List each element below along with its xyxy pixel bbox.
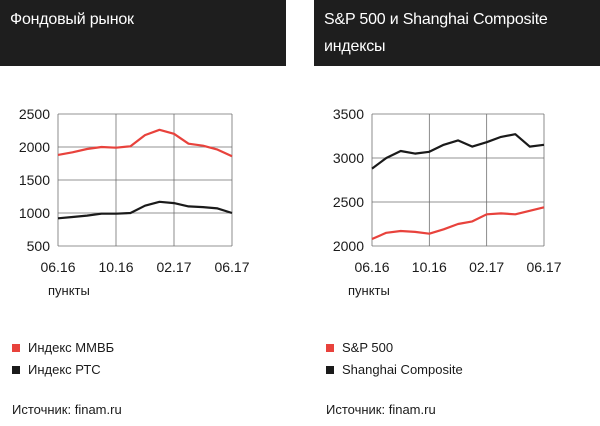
y-tick-label: 2000: [19, 139, 50, 155]
legend-swatch: [326, 366, 334, 374]
x-tick-label: 10.16: [412, 259, 447, 275]
legend-item-rts: Индекс РТС: [12, 361, 114, 383]
panel-stock-market: Фондовый рынок 2500 2000 1500 1000 500 06.16 1…: [0, 0, 286, 426]
legend-label: Shanghai Composite: [342, 362, 463, 377]
legend-swatch: [12, 366, 20, 374]
unit-label: пункты: [348, 283, 390, 298]
chart-stock-market: 2500 2000 1500 1000 500 06.16 10.16 02.17 06.17: [0, 96, 286, 306]
legend-item-shanghai: Shanghai Composite: [326, 361, 463, 383]
legend: Индекс ММВБ Индекс РТС: [12, 339, 114, 383]
series-line-black: [57, 200, 233, 220]
x-tick-label: 06.16: [40, 259, 75, 275]
y-tick-label: 1500: [19, 172, 50, 188]
y-tick-label: 2000: [333, 238, 364, 254]
source-note: Источник: finam.ru: [12, 402, 122, 417]
series-line-black: [371, 133, 545, 170]
chart-svg: 2500 2000 1500 1000 500 06.16 10.16 02.17 06.17: [19, 106, 250, 275]
x-tick-label: 10.16: [98, 259, 133, 275]
legend-label: Индекс РТС: [28, 362, 101, 377]
series-line-red: [57, 128, 233, 158]
legend-swatch: [12, 344, 20, 352]
unit-label: пункты: [48, 283, 90, 298]
x-tick-label: 06.17: [214, 259, 249, 275]
y-tick-label: 1000: [19, 205, 50, 221]
chart-sp500-shanghai: 3500 3000 2500 2000 06.16 10.16 02.17 06.17: [314, 96, 600, 306]
panel-title: S&P 500 и Shanghai Composite индексы: [314, 0, 600, 66]
y-tick-label: 2500: [19, 106, 50, 122]
legend-item-mmvb: Индекс ММВБ: [12, 339, 114, 361]
x-tick-label: 06.17: [526, 259, 561, 275]
panel-sp500-shanghai: S&P 500 и Shanghai Composite индексы 350…: [314, 0, 600, 426]
x-tick-label: 02.17: [156, 259, 191, 275]
series-line-red: [371, 206, 545, 241]
legend-item-sp500: S&P 500: [326, 339, 463, 361]
legend: S&P 500 Shanghai Composite: [326, 339, 463, 383]
y-tick-label: 3000: [333, 150, 364, 166]
chart-svg: 3500 3000 2500 2000 06.16 10.16 02.17 06.17: [333, 106, 562, 275]
x-tick-label: 06.16: [354, 259, 389, 275]
y-tick-label: 2500: [333, 194, 364, 210]
y-tick-label: 500: [27, 238, 51, 254]
y-tick-label: 3500: [333, 106, 364, 122]
legend-label: Индекс ММВБ: [28, 340, 115, 355]
legend-label: S&P 500: [342, 340, 394, 355]
legend-swatch: [326, 344, 334, 352]
source-note: Источник: finam.ru: [326, 402, 436, 417]
panel-title: Фондовый рынок: [0, 0, 286, 66]
x-tick-label: 02.17: [469, 259, 504, 275]
